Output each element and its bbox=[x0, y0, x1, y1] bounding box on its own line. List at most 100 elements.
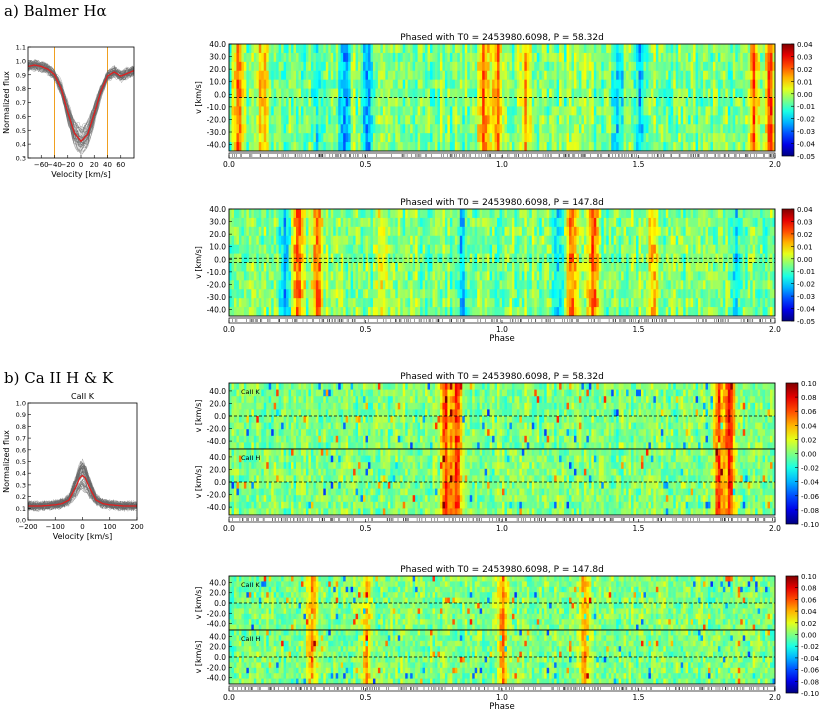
heatmap-cell bbox=[571, 262, 575, 273]
heatmap-cell bbox=[303, 235, 307, 246]
heatmap-cell bbox=[482, 52, 486, 63]
heatmap-cell bbox=[338, 307, 342, 316]
heatmap-cell bbox=[387, 209, 391, 219]
heatmap-cell bbox=[296, 115, 300, 125]
heatmap-cell bbox=[670, 307, 674, 316]
heatmap-cell bbox=[462, 289, 466, 299]
heatmap-cell bbox=[551, 142, 555, 151]
heatmap-cell bbox=[636, 106, 640, 116]
heatmap-cell bbox=[484, 88, 488, 99]
heatmap-cell bbox=[266, 133, 270, 143]
heatmap-cell bbox=[432, 115, 436, 125]
heatmap-cell bbox=[526, 70, 530, 81]
heatmap-cell bbox=[286, 79, 290, 90]
heatmap-cell bbox=[645, 262, 650, 273]
heatmap-cell bbox=[434, 88, 439, 99]
heatmap-cell bbox=[229, 88, 233, 99]
section-label-a: a) Balmer Hα bbox=[4, 2, 107, 20]
heatmap-cell bbox=[266, 244, 270, 255]
heatmap-cell bbox=[653, 209, 657, 219]
heatmap-cell bbox=[333, 61, 337, 72]
heatmap-cell bbox=[276, 106, 280, 116]
heatmap-cell bbox=[685, 44, 689, 54]
heatmap-cell bbox=[229, 307, 233, 316]
sample-ticks bbox=[232, 154, 774, 157]
heatmap-cell bbox=[606, 271, 610, 281]
heatmap-cell bbox=[564, 235, 568, 246]
heatmap-cell bbox=[432, 262, 436, 273]
heatmap-cell bbox=[462, 226, 466, 237]
heatmap-cell bbox=[660, 271, 664, 281]
heatmap-cell bbox=[675, 133, 679, 143]
heatmap-cell bbox=[387, 44, 391, 54]
heatmap-cell bbox=[343, 61, 347, 72]
heatmap-cell bbox=[700, 142, 704, 151]
heatmap-cell bbox=[529, 142, 533, 151]
heatmap-cell bbox=[392, 124, 396, 134]
heatmap-cell bbox=[770, 52, 774, 63]
heatmap-cell bbox=[623, 280, 627, 290]
heatmap-cell bbox=[626, 253, 630, 264]
heatmap-cell bbox=[464, 244, 468, 255]
heatmap-cell bbox=[474, 97, 478, 108]
heatmap-cell bbox=[616, 88, 620, 99]
heatmap-cell bbox=[387, 235, 391, 246]
heatmap-cell bbox=[296, 226, 300, 237]
heatmap-cell bbox=[504, 271, 508, 281]
heatmap-cell bbox=[382, 115, 386, 125]
heatmap-cell bbox=[755, 133, 759, 143]
heatmap-cell bbox=[387, 280, 391, 290]
heatmap-cell bbox=[454, 115, 458, 125]
heatmap-cell bbox=[571, 70, 575, 81]
heatmap-cell bbox=[412, 88, 416, 99]
heatmap-cell bbox=[360, 106, 364, 116]
heatmap-cell bbox=[427, 262, 431, 273]
heatmap-cell bbox=[678, 52, 682, 63]
heatmap-cell bbox=[499, 235, 503, 246]
heatmap-cell bbox=[499, 280, 503, 290]
heatmap-cell bbox=[462, 52, 466, 63]
heatmap-cell bbox=[554, 124, 558, 134]
heatmap-cell bbox=[514, 217, 518, 228]
heatmap-cell bbox=[427, 271, 431, 281]
heatmap-cell bbox=[402, 115, 406, 125]
heatmap-cell bbox=[412, 209, 416, 219]
heatmap-cell bbox=[549, 79, 553, 90]
heatmap-cell bbox=[631, 106, 635, 116]
heatmap-cell bbox=[360, 79, 364, 90]
heatmap-cell bbox=[556, 97, 560, 108]
heatmap-cell bbox=[353, 298, 357, 308]
heatmap-cell bbox=[539, 235, 543, 246]
heatmap-cell bbox=[678, 298, 682, 308]
heatmap-cell bbox=[377, 115, 381, 125]
heatmap-cell bbox=[363, 244, 367, 255]
heatmap-cell bbox=[636, 142, 640, 151]
heatmap-cell bbox=[238, 79, 243, 90]
heatmap-cell bbox=[452, 235, 456, 246]
heatmap-cell bbox=[737, 79, 741, 90]
heatmap-cell bbox=[608, 88, 612, 99]
heatmap-cell bbox=[561, 124, 565, 134]
heatmap-cell bbox=[340, 88, 344, 99]
heatmap-cell bbox=[603, 226, 607, 237]
heatmap-cell bbox=[286, 217, 290, 228]
heatmap-cell bbox=[596, 44, 600, 54]
heatmap-cell bbox=[564, 142, 568, 151]
heatmap-cell bbox=[621, 235, 625, 246]
heatmap-cell bbox=[648, 52, 652, 63]
heatmap-cell bbox=[320, 209, 324, 219]
heatmap-cell bbox=[509, 217, 513, 228]
heatmap-cell bbox=[643, 280, 647, 290]
heatmap-cell bbox=[613, 115, 617, 125]
heatmap-cell bbox=[397, 298, 401, 308]
heatmap-cell bbox=[263, 307, 267, 316]
heatmap-cell bbox=[581, 97, 585, 108]
heatmap-cell bbox=[596, 209, 600, 219]
colorbar-tick-label: -0.05 bbox=[797, 153, 815, 161]
heatmap-cell bbox=[300, 244, 305, 255]
heatmap-cell bbox=[735, 61, 739, 72]
heatmap-cell bbox=[499, 106, 503, 116]
heatmap-cell bbox=[583, 142, 587, 151]
heatmap-cell bbox=[588, 52, 592, 63]
heatmap-cells bbox=[229, 209, 775, 316]
